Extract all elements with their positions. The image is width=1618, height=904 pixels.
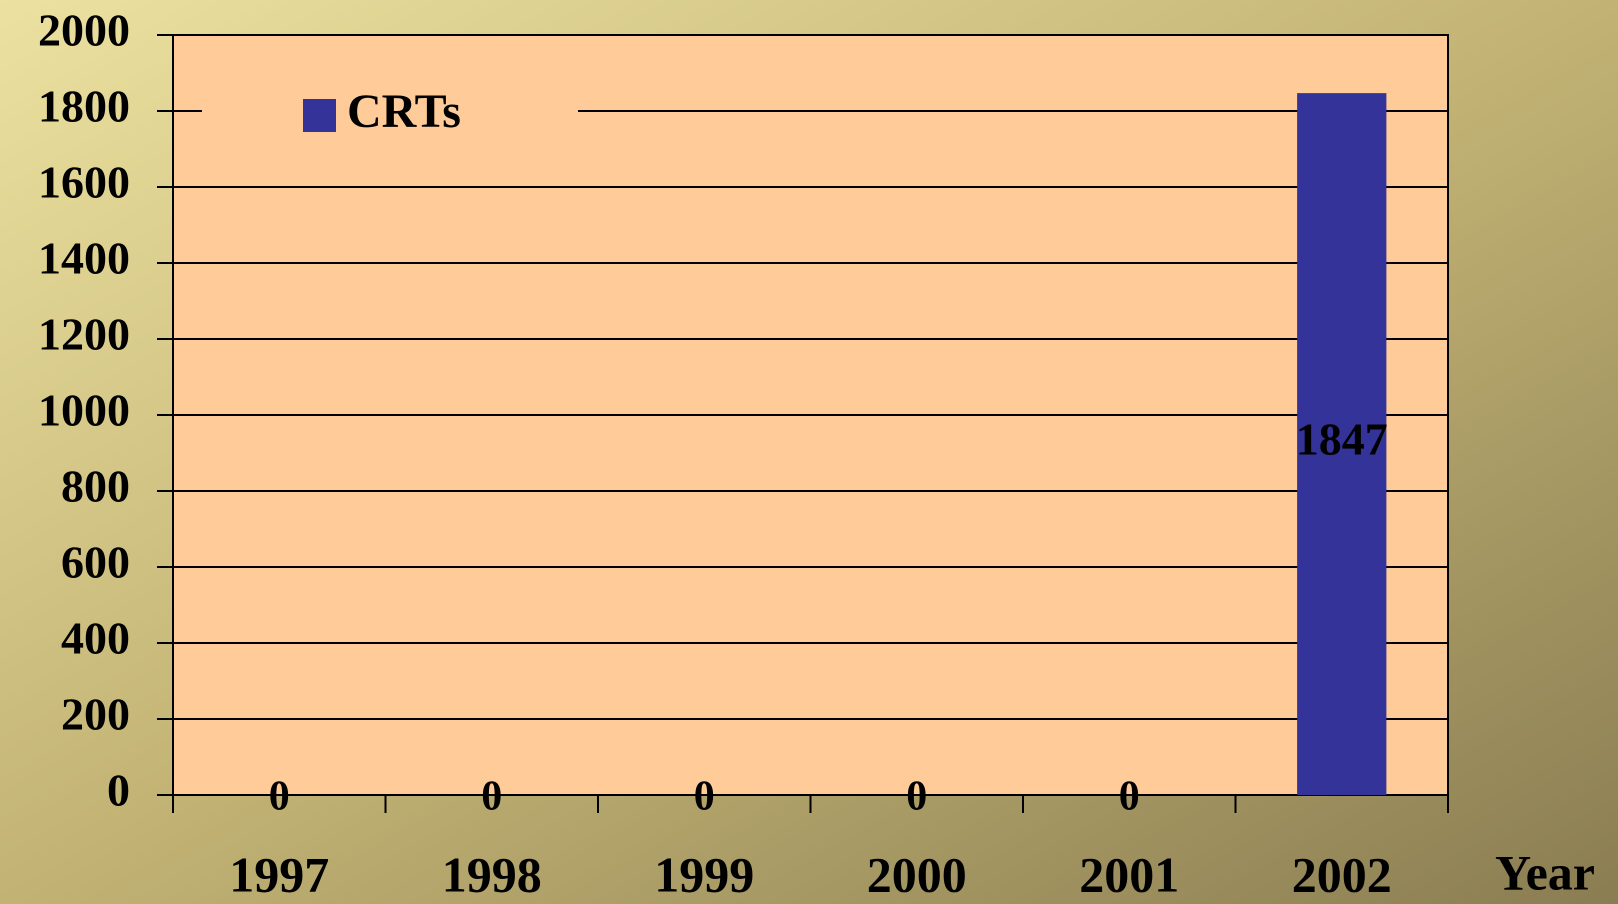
legend-swatch: [303, 99, 336, 132]
y-tick-label: 0: [107, 765, 130, 816]
legend-label: CRTs: [347, 85, 461, 138]
data-label: 0: [269, 774, 290, 820]
y-tick-label: 1800: [38, 81, 130, 132]
y-tick-label: 1200: [38, 309, 130, 360]
x-tick-label: 1999: [654, 846, 754, 902]
data-label: 0: [694, 774, 715, 820]
y-tick-label: 1400: [38, 233, 130, 284]
data-label: 0: [1119, 774, 1140, 820]
x-tick-label: 2002: [1292, 846, 1392, 902]
bar: [1297, 93, 1387, 795]
x-tick-label: 1998: [442, 846, 542, 902]
x-tick-label: 1997: [229, 846, 329, 902]
x-tick-label: 2001: [1079, 846, 1179, 902]
data-label: 0: [481, 774, 502, 820]
y-tick-label: 1600: [38, 157, 130, 208]
y-tick-label: 800: [61, 461, 130, 512]
y-tick-label: 400: [61, 613, 130, 664]
x-axis-label: Year: [1495, 844, 1595, 900]
legend: [202, 78, 578, 150]
data-label: 0: [906, 774, 927, 820]
y-tick-label: 200: [61, 689, 130, 740]
y-tick-label: 1000: [38, 385, 130, 436]
y-tick-label: 2000: [38, 5, 130, 56]
data-label: 1847: [1296, 414, 1388, 465]
y-tick-label: 600: [61, 537, 130, 588]
x-tick-label: 2000: [867, 846, 967, 902]
